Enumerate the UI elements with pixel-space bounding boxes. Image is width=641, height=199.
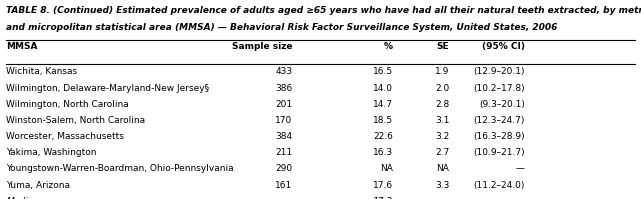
Text: Winston-Salem, North Carolina: Winston-Salem, North Carolina (6, 116, 146, 125)
Text: and micropolitan statistical area (MMSA) — Behavioral Risk Factor Surveillance S: and micropolitan statistical area (MMSA)… (6, 23, 558, 32)
Text: (16.3–28.9): (16.3–28.9) (473, 132, 524, 141)
Text: 201: 201 (275, 100, 292, 109)
Text: 2.0: 2.0 (435, 84, 449, 93)
Text: 16.5: 16.5 (372, 67, 393, 76)
Text: (10.2–17.8): (10.2–17.8) (473, 84, 524, 93)
Text: 161: 161 (275, 181, 292, 190)
Text: NA: NA (437, 164, 449, 174)
Text: 3.1: 3.1 (435, 116, 449, 125)
Text: Yakima, Washington: Yakima, Washington (6, 148, 97, 157)
Text: TABLE 8. (Continued) Estimated prevalence of adults aged ≥65 years who have had : TABLE 8. (Continued) Estimated prevalenc… (6, 6, 641, 15)
Text: (12.3–24.7): (12.3–24.7) (473, 116, 524, 125)
Text: SE: SE (437, 42, 449, 51)
Text: 3.3: 3.3 (435, 181, 449, 190)
Text: Wichita, Kansas: Wichita, Kansas (6, 67, 78, 76)
Text: Worcester, Massachusetts: Worcester, Massachusetts (6, 132, 124, 141)
Text: MMSA: MMSA (6, 42, 38, 51)
Text: 17.6: 17.6 (372, 181, 393, 190)
Text: 14.0: 14.0 (372, 84, 393, 93)
Text: Wilmington, Delaware-Maryland-New Jersey§: Wilmington, Delaware-Maryland-New Jersey… (6, 84, 210, 93)
Text: 211: 211 (275, 148, 292, 157)
Text: (12.9–20.1): (12.9–20.1) (473, 67, 524, 76)
Text: %: % (384, 42, 393, 51)
Text: 433: 433 (275, 67, 292, 76)
Text: 22.6: 22.6 (373, 132, 393, 141)
Text: 2.8: 2.8 (435, 100, 449, 109)
Text: (10.9–21.7): (10.9–21.7) (473, 148, 524, 157)
Text: (11.2–24.0): (11.2–24.0) (473, 181, 524, 190)
Text: 16.3: 16.3 (372, 148, 393, 157)
Text: 3.2: 3.2 (435, 132, 449, 141)
Text: 17.3: 17.3 (372, 197, 393, 199)
Text: 18.5: 18.5 (372, 116, 393, 125)
Text: 1.9: 1.9 (435, 67, 449, 76)
Text: 386: 386 (275, 84, 292, 93)
Text: NA: NA (380, 164, 393, 174)
Text: 2.7: 2.7 (435, 148, 449, 157)
Text: Youngstown-Warren-Boardman, Ohio-Pennsylvania: Youngstown-Warren-Boardman, Ohio-Pennsyl… (6, 164, 234, 174)
Text: 384: 384 (275, 132, 292, 141)
Text: (9.3–20.1): (9.3–20.1) (479, 100, 524, 109)
Text: Median: Median (6, 197, 39, 199)
Text: (95% CI): (95% CI) (481, 42, 524, 51)
Text: Wilmington, North Carolina: Wilmington, North Carolina (6, 100, 129, 109)
Text: 170: 170 (275, 116, 292, 125)
Text: —: — (515, 164, 524, 174)
Text: 14.7: 14.7 (372, 100, 393, 109)
Text: Sample size: Sample size (232, 42, 292, 51)
Text: 290: 290 (275, 164, 292, 174)
Text: Yuma, Arizona: Yuma, Arizona (6, 181, 71, 190)
